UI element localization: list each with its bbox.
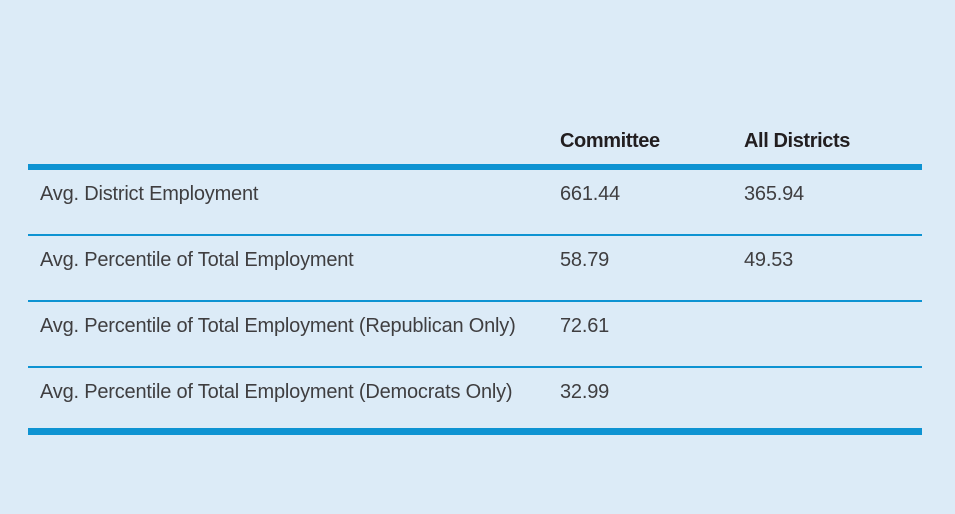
table-bottom-rule (28, 428, 922, 435)
all-districts-value (744, 368, 922, 428)
all-districts-value: 365.94 (744, 183, 804, 205)
row-label: Avg. District Employment (40, 183, 259, 205)
all-districts-value: 49.53 (744, 249, 794, 271)
header-spacer-cell (28, 151, 560, 164)
committee-value: 58.79 (560, 249, 610, 271)
committee-value: 661.44 (560, 183, 620, 205)
column-header-all-districts: All Districts (744, 130, 850, 152)
column-header-committee: Committee (560, 130, 660, 152)
table-row-avg-district-employment: Avg. District Employment 661.44 365.94 (28, 170, 922, 236)
table-row-avg-percentile-democrats: Avg. Percentile of Total Employment (Dem… (28, 368, 922, 428)
row-label: Avg. Percentile of Total Employment (Rep… (40, 315, 516, 337)
committee-employment-table: Committee All Districts Avg. District Em… (28, 118, 922, 435)
committee-value: 32.99 (560, 381, 610, 403)
all-districts-value (744, 302, 922, 366)
row-label: Avg. Percentile of Total Employment (Dem… (40, 381, 513, 403)
table-row-avg-percentile-total: Avg. Percentile of Total Employment 58.7… (28, 236, 922, 302)
row-label: Avg. Percentile of Total Employment (40, 249, 354, 271)
table-header-row: Committee All Districts (28, 118, 922, 170)
committee-value: 72.61 (560, 315, 610, 337)
table-row-avg-percentile-republican: Avg. Percentile of Total Employment (Rep… (28, 302, 922, 368)
